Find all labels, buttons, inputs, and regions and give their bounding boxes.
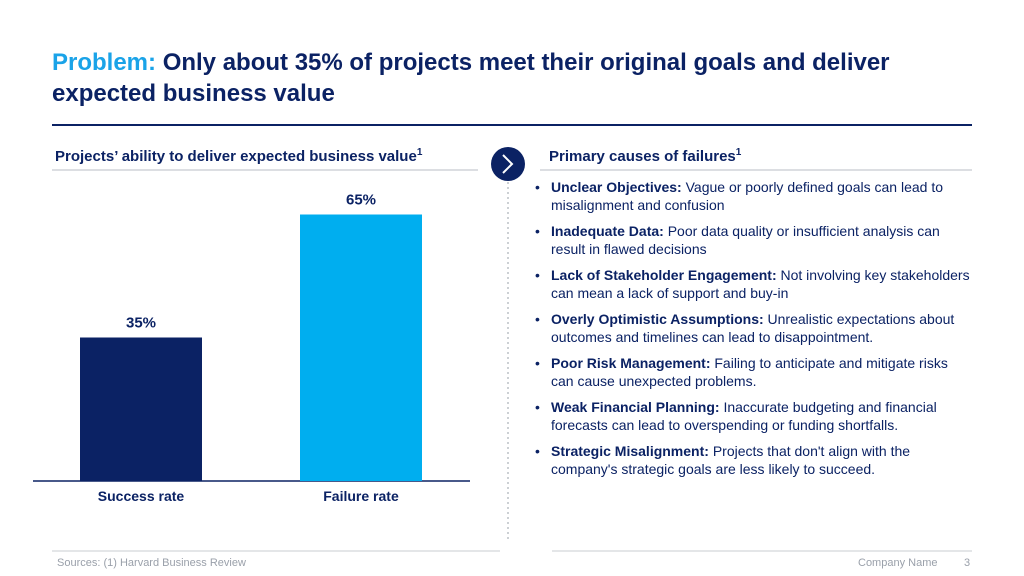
footnote-ref: 1 (416, 147, 423, 158)
bar-chart: 35% Success rate 65% Failure rate (33, 192, 470, 504)
cause-item: Lack of Stakeholder Engagement: Not invo… (533, 266, 973, 302)
arrow-circle (491, 147, 525, 181)
cause-item: Strategic Misalignment: Projects that do… (533, 442, 973, 478)
cause-label: Poor Risk Management: (551, 355, 711, 371)
chart-title-text: Projects’ ability to deliver expected bu… (55, 148, 417, 165)
cause-label: Strategic Misalignment: (551, 443, 709, 459)
causes-title: Primary causes of failures1 (549, 147, 741, 165)
page-number: 3 (964, 557, 971, 569)
slide-title: Problem: Only about 35% of projects meet… (52, 47, 982, 109)
x-tick-label: Failure rate (323, 488, 399, 504)
data-label: 35% (126, 315, 156, 332)
cause-item: Poor Risk Management: Failing to anticip… (533, 354, 973, 390)
cause-item: Weak Financial Planning: Inaccurate budg… (533, 398, 973, 434)
causes-list: Unclear Objectives: Vague or poorly defi… (533, 178, 973, 486)
cause-label: Weak Financial Planning: (551, 399, 720, 415)
footnote-ref: 1 (735, 147, 742, 158)
cause-label: Lack of Stakeholder Engagement: (551, 267, 777, 283)
cause-label: Inadequate Data: (551, 223, 664, 239)
cause-item: Inadequate Data: Poor data quality or in… (533, 222, 973, 258)
cause-label: Overly Optimistic Assumptions: (551, 311, 764, 327)
chart-title: Projects’ ability to deliver expected bu… (55, 147, 422, 165)
causes-title-text: Primary causes of failures (549, 148, 736, 165)
source: Sources: (1) Harvard Business Review (57, 557, 246, 569)
cause-text: Poor data quality or insufficient analys… (551, 223, 940, 257)
cause-text: Projects that don't align with the compa… (551, 443, 911, 477)
cause-item: Unclear Objectives: Vague or poorly defi… (533, 178, 973, 214)
bar (300, 214, 422, 481)
cause-item: Overly Optimistic Assumptions: Unrealist… (533, 310, 973, 346)
cause-label: Unclear Objectives: (551, 179, 682, 195)
company: Company Name (858, 557, 938, 569)
title-lead: Problem: (52, 49, 157, 76)
cause-text: Unrealistic expectations about outcomes … (551, 311, 955, 345)
bar (80, 337, 202, 481)
cause-text: Vague or poorly defined goals can lead t… (551, 179, 943, 213)
cause-text: Not involving key stakeholders can mean … (551, 267, 970, 301)
chevron (502, 154, 514, 174)
cause-text: Inaccurate budgeting and financial forec… (551, 399, 937, 433)
cause-text: Failing to anticipate and mitigate risks… (551, 355, 948, 389)
title-text: Only about 35% of projects meet their or… (52, 49, 890, 107)
data-label: 65% (346, 192, 376, 209)
x-tick-label: Success rate (98, 488, 185, 504)
